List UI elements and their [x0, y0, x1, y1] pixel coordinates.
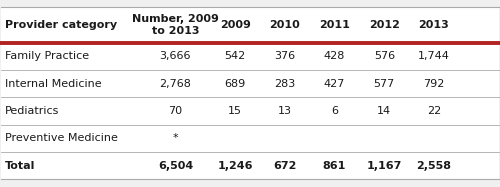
Text: 283: 283 [274, 79, 295, 89]
Text: Preventive Medicine: Preventive Medicine [6, 133, 118, 143]
Text: 15: 15 [228, 106, 242, 116]
Text: 2010: 2010 [270, 20, 300, 30]
Text: 1,744: 1,744 [418, 51, 450, 62]
Text: Pediatrics: Pediatrics [6, 106, 60, 116]
Text: Internal Medicine: Internal Medicine [6, 79, 102, 89]
Text: Provider category: Provider category [6, 20, 117, 30]
Text: Total: Total [6, 160, 36, 171]
Text: 577: 577 [374, 79, 395, 89]
Text: Number, 2009
to 2013: Number, 2009 to 2013 [132, 14, 219, 36]
Text: 3,666: 3,666 [160, 51, 191, 62]
Text: 1,167: 1,167 [366, 160, 402, 171]
Text: 2009: 2009 [220, 20, 250, 30]
Text: 689: 689 [224, 79, 246, 89]
Text: 2,768: 2,768 [160, 79, 192, 89]
Text: 2011: 2011 [319, 20, 350, 30]
Text: 6,504: 6,504 [158, 160, 193, 171]
Text: 2,558: 2,558 [416, 160, 452, 171]
Text: 542: 542 [224, 51, 246, 62]
Text: 2012: 2012 [369, 20, 400, 30]
Text: *: * [172, 133, 178, 143]
Text: 672: 672 [273, 160, 296, 171]
Text: 22: 22 [427, 106, 441, 116]
Text: 428: 428 [324, 51, 345, 62]
Text: 70: 70 [168, 106, 182, 116]
Text: 2013: 2013 [418, 20, 450, 30]
Text: Family Practice: Family Practice [6, 51, 89, 62]
Text: 792: 792 [424, 79, 444, 89]
Text: 14: 14 [377, 106, 392, 116]
Text: 376: 376 [274, 51, 295, 62]
Text: 861: 861 [323, 160, 346, 171]
Text: 576: 576 [374, 51, 395, 62]
Text: 427: 427 [324, 79, 345, 89]
Text: 1,246: 1,246 [218, 160, 253, 171]
Text: 13: 13 [278, 106, 292, 116]
Text: 6: 6 [331, 106, 338, 116]
